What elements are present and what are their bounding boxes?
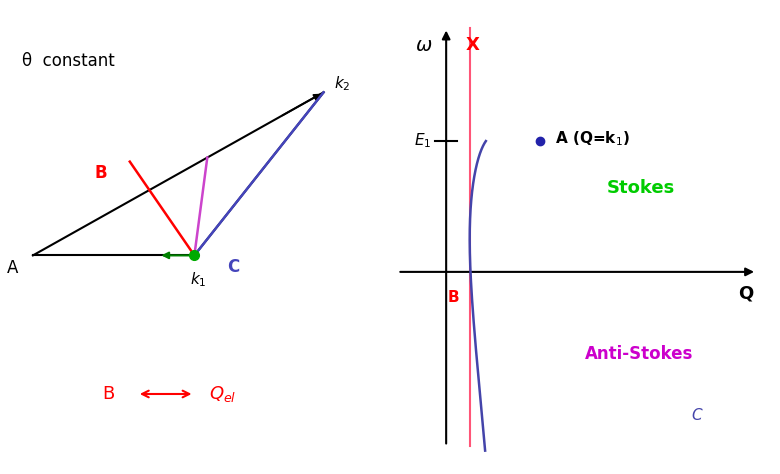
Text: C: C bbox=[227, 258, 239, 276]
Text: X: X bbox=[466, 36, 479, 55]
Text: $Q_{el}$: $Q_{el}$ bbox=[209, 384, 237, 404]
Text: Stokes: Stokes bbox=[607, 179, 675, 197]
Text: θ  constant: θ constant bbox=[22, 52, 115, 70]
Text: Anti-Stokes: Anti-Stokes bbox=[585, 345, 693, 363]
Text: $k_1$: $k_1$ bbox=[190, 270, 206, 289]
Text: $E_1$: $E_1$ bbox=[414, 132, 431, 150]
Text: A: A bbox=[7, 259, 19, 277]
Text: Q: Q bbox=[738, 284, 753, 302]
Text: B: B bbox=[95, 164, 108, 182]
Text: B: B bbox=[102, 385, 115, 403]
Text: $k_2$: $k_2$ bbox=[335, 74, 351, 93]
Text: B: B bbox=[448, 291, 459, 305]
Text: $\omega$: $\omega$ bbox=[415, 36, 432, 55]
Text: C: C bbox=[692, 408, 702, 423]
Text: A (Q=k$_1$): A (Q=k$_1$) bbox=[555, 129, 629, 148]
